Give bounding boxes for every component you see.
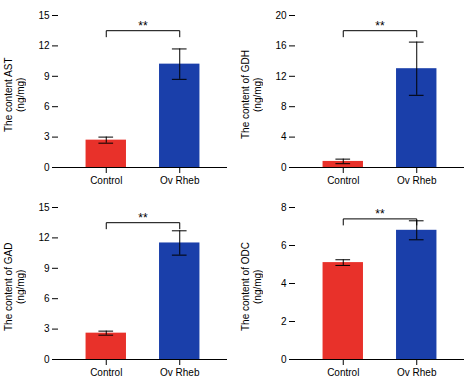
svg-text:0: 0 (281, 354, 287, 365)
svg-text:**: ** (138, 211, 148, 225)
svg-text:Ov Rheb: Ov Rheb (160, 367, 200, 378)
svg-text:0: 0 (44, 162, 50, 173)
html-text:The content of GAD (ng/mg): The content of GAD (ng/mg) (3, 242, 26, 332)
svg-text:3: 3 (44, 131, 50, 142)
svg-text:**: ** (138, 19, 148, 33)
svg-text:6: 6 (281, 240, 287, 251)
svg-text:Control: Control (90, 367, 122, 378)
svg-text:6: 6 (44, 101, 50, 112)
svg-text:**: ** (375, 207, 385, 221)
svg-text:3: 3 (44, 323, 50, 334)
svg-text:8: 8 (281, 101, 287, 112)
svg-text:20: 20 (275, 10, 287, 21)
svg-text:15: 15 (38, 10, 50, 21)
svg-text:9: 9 (44, 71, 50, 82)
svg-text:15: 15 (38, 202, 50, 213)
svg-text:2: 2 (281, 316, 287, 327)
svg-text:12: 12 (275, 71, 287, 82)
svg-text:**: ** (375, 19, 385, 33)
html-text:The content AST (ng/mg): The content AST (ng/mg) (3, 57, 26, 133)
svg-text:12: 12 (38, 232, 50, 243)
svg-text:Control: Control (327, 175, 359, 186)
svg-text:9: 9 (44, 263, 50, 274)
svg-text:Control: Control (90, 175, 122, 186)
svg-text:Ov Rheb: Ov Rheb (160, 175, 200, 186)
svg-text:Control: Control (327, 367, 359, 378)
svg-text:0: 0 (281, 162, 287, 173)
html-text:The content of ODC (ng/mg): The content of ODC (ng/mg) (240, 242, 263, 332)
svg-text:8: 8 (281, 202, 287, 213)
svg-text:0: 0 (44, 354, 50, 365)
svg-text:Ov Rheb: Ov Rheb (397, 175, 437, 186)
svg-text:4: 4 (281, 278, 287, 289)
svg-text:16: 16 (275, 40, 287, 51)
html-text:The content of GDH (ng/mg): The content of GDH (ng/mg) (240, 50, 263, 140)
svg-text:6: 6 (44, 293, 50, 304)
svg-text:Ov Rheb: Ov Rheb (397, 367, 437, 378)
svg-text:12: 12 (38, 40, 50, 51)
svg-text:4: 4 (281, 131, 287, 142)
